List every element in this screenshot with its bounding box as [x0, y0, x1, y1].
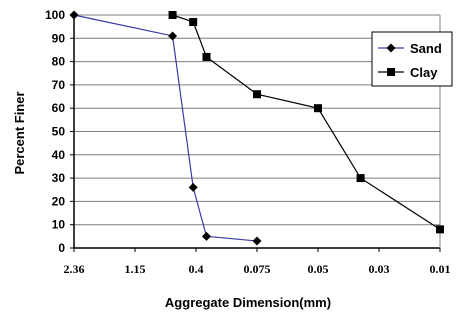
data-point-sand-4 [252, 236, 262, 246]
data-point-clay-4 [314, 104, 322, 113]
gridlines [74, 14, 440, 226]
legend-marker-sand [386, 43, 396, 53]
y-tick-label-50: 50 [52, 125, 66, 139]
x-tick-label-0.03: 0.03 [369, 262, 390, 276]
x-tick-label-0.05: 0.05 [308, 262, 329, 276]
data-point-sand-3 [201, 231, 211, 241]
legend-marker-clay [387, 68, 395, 76]
x-tick-label-1.15: 1.15 [125, 262, 146, 276]
x-tick-label-0.075: 0.075 [244, 262, 271, 276]
y-tick-label-0: 0 [58, 241, 65, 255]
data-point-clay-2 [202, 52, 211, 61]
x-tick-label-0.01: 0.01 [430, 262, 451, 276]
y-tick-label-20: 20 [52, 194, 66, 208]
y-tick-label-90: 90 [52, 31, 66, 45]
y-tick-label-30: 30 [52, 171, 66, 185]
y-tick-label-80: 80 [52, 55, 66, 69]
data-point-sand-2 [188, 182, 198, 192]
x-axis-title: Aggregate Dimension(mm) [165, 295, 331, 310]
series-line-sand [73, 14, 258, 242]
y-axis-title: Percent Finer [12, 91, 27, 174]
data-point-clay-6 [436, 225, 444, 234]
data-point-clay-5 [356, 174, 365, 183]
data-point-clay-3 [253, 90, 261, 99]
y-tick-label-100: 100 [45, 8, 65, 22]
data-point-clay-0 [168, 11, 177, 19]
data-point-clay-1 [189, 17, 198, 26]
series [69, 10, 444, 246]
legend: Sand Clay [371, 31, 453, 87]
legend-box [371, 31, 453, 87]
y-tick-label-40: 40 [52, 148, 66, 162]
y-tick-labels: 0 10 20 30 40 50 60 70 80 90 100 [45, 8, 65, 255]
legend-label-clay: Clay [410, 65, 438, 80]
y-tick-label-10: 10 [52, 218, 66, 232]
data-point-sand-0 [69, 10, 79, 20]
x-tick-label-0.4: 0.4 [189, 262, 204, 276]
y-tick-label-60: 60 [52, 101, 66, 115]
y-tick-label-70: 70 [52, 78, 66, 92]
x-tick-label-2.36: 2.36 [64, 262, 85, 276]
x-tick-labels: 2.36 1.15 0.4 0.075 0.05 0.03 0.01 [64, 262, 451, 276]
legend-label-sand: Sand [410, 41, 442, 56]
data-point-sand-1 [168, 31, 178, 41]
